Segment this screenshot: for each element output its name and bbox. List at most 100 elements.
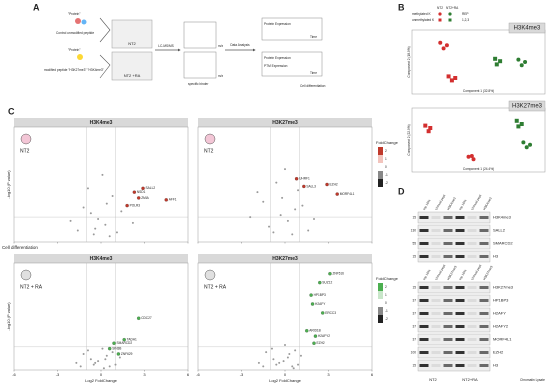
band	[431, 351, 441, 354]
point	[262, 365, 265, 368]
band-label: H2AFY	[493, 311, 506, 316]
band	[479, 242, 489, 245]
point	[86, 187, 89, 190]
band	[419, 338, 429, 341]
colorbar-swatch	[378, 163, 383, 171]
highlight-point	[310, 302, 315, 306]
point	[498, 59, 503, 64]
point	[519, 63, 524, 68]
band	[467, 338, 477, 341]
x-tick-label: -6	[196, 372, 200, 377]
label: modified peptide "H3K27me3" "H3K4me3"	[44, 68, 104, 72]
highlight-point	[136, 316, 141, 320]
band	[455, 255, 465, 258]
highlight-point	[132, 190, 137, 194]
x-axis-label: Log2 FoldChange	[269, 378, 302, 383]
point-label: UHRF1	[299, 177, 310, 181]
y-axis-label: -log10 (P value)	[6, 170, 11, 199]
x-tick-label: 3	[327, 372, 330, 377]
point	[294, 208, 297, 211]
highlight-point	[112, 341, 116, 345]
point-label: ARID1B	[309, 329, 321, 333]
band	[443, 364, 453, 367]
band	[467, 325, 477, 328]
point	[82, 352, 85, 355]
x-axis-label: Component 1 (24.4%)	[463, 167, 494, 171]
title-bar	[14, 254, 188, 263]
point	[101, 347, 104, 350]
point-label: ZNF516	[332, 272, 344, 276]
y-axis-label: -log10 (P value)	[6, 302, 11, 331]
colorbar-tick: 2	[385, 285, 387, 289]
point	[291, 365, 294, 368]
band	[479, 364, 489, 367]
band-label: H3	[493, 363, 499, 368]
plot-frame	[13, 126, 189, 243]
point	[92, 363, 95, 366]
colorbar-swatch	[378, 155, 383, 163]
legend-swatch	[438, 18, 442, 22]
title-bar	[198, 118, 372, 127]
point	[521, 140, 526, 145]
plot-title: H3K27me3	[272, 256, 298, 262]
point-label: SMARCD2	[117, 341, 133, 345]
spectrum	[183, 21, 217, 49]
point	[282, 360, 285, 363]
condition-label: NT2	[20, 148, 30, 154]
spectrum	[183, 51, 217, 79]
band-label: H3K4me3	[493, 215, 512, 220]
highlight-point	[122, 337, 126, 342]
point	[466, 154, 471, 159]
point	[275, 363, 278, 366]
point	[104, 223, 107, 226]
point	[249, 216, 252, 219]
band	[455, 364, 465, 367]
highlight-point	[335, 192, 339, 196]
point-label: SUZ12	[322, 280, 332, 284]
point-label: SALL3	[306, 184, 316, 188]
point	[286, 356, 289, 359]
colorbar-swatch	[378, 179, 383, 187]
point	[428, 126, 433, 130]
point	[444, 43, 449, 48]
condition-label: NT2 + RA	[204, 284, 227, 290]
blot-strip	[417, 281, 491, 294]
band	[419, 325, 429, 328]
cell-diff-label: Cell differentiation	[2, 245, 38, 250]
point	[97, 218, 100, 220]
band	[467, 255, 477, 258]
x-axis-label: Log2 FoldChange	[85, 378, 118, 383]
x-tick-label: -6	[12, 372, 16, 377]
mw-label: 15	[412, 363, 416, 367]
point	[115, 231, 118, 234]
y-axis-label: Component 2 (22.9%)	[407, 124, 411, 155]
colorbar-swatch	[378, 147, 383, 155]
point-label: AFF1	[169, 198, 177, 202]
mw-label: 37	[412, 311, 416, 315]
highlight-point	[107, 346, 112, 351]
label: LC-MS/MS	[158, 44, 174, 48]
band	[467, 351, 477, 354]
highlight-point	[313, 334, 318, 338]
point	[471, 157, 476, 162]
connector	[99, 17, 111, 79]
band	[479, 299, 489, 302]
colorbar-swatch	[378, 283, 383, 291]
band	[431, 325, 441, 328]
band	[467, 242, 477, 245]
band-label: H3K27me3	[493, 285, 514, 290]
colorbar-title: FoldChange	[376, 140, 399, 145]
band	[431, 338, 441, 341]
blot-strip	[417, 294, 491, 307]
lysate-label: Chromatin Lysate	[520, 378, 545, 382]
blot-strip	[417, 224, 491, 237]
mw-label: 15	[412, 285, 416, 289]
highlight-point	[318, 280, 322, 285]
point	[297, 189, 300, 192]
band	[455, 325, 465, 328]
colorbar-tick: 1	[385, 157, 387, 161]
lane-label: H3K4me3	[482, 196, 493, 210]
band-label: SMARCD2	[493, 241, 513, 246]
point	[272, 358, 275, 361]
band	[479, 229, 489, 232]
